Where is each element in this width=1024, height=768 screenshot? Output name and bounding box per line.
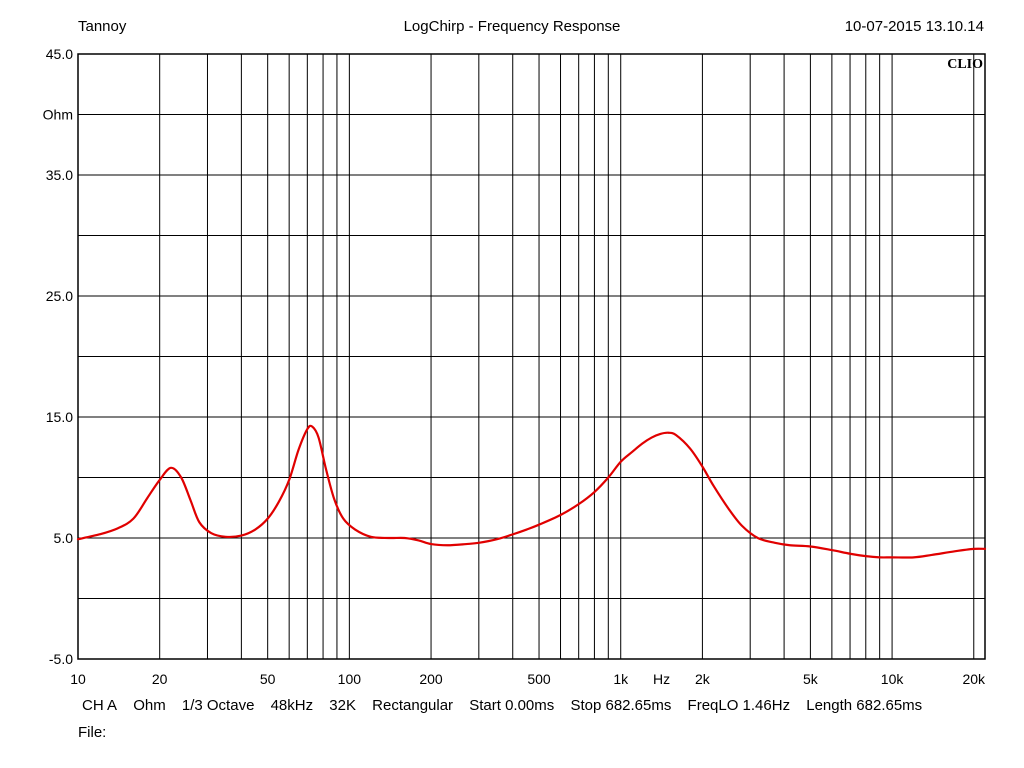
footer-fft-size: 32K xyxy=(329,697,356,714)
header-left-label: Tannoy xyxy=(78,18,127,35)
y-axis-label: Ohm xyxy=(43,107,73,123)
x-tick-label: 100 xyxy=(338,671,362,687)
x-tick-label: 5k xyxy=(803,671,819,687)
y-tick-label: 45.0 xyxy=(46,46,73,62)
chart-title: LogChirp - Frequency Response xyxy=(403,18,621,35)
y-tick-label: 25.0 xyxy=(46,288,73,304)
x-tick-label: 10 xyxy=(70,671,86,687)
x-tick-label: 200 xyxy=(419,671,443,687)
x-tick-label: 500 xyxy=(527,671,551,687)
measurement-info-bar: CH A Ohm 1/3 Octave 48kHz 32K Rectangula… xyxy=(82,697,934,714)
header-timestamp: 10-07-2015 13.10.14 xyxy=(844,18,984,35)
footer-freqlo: FreqLO 1.46Hz xyxy=(687,697,791,714)
x-tick-label: 10k xyxy=(881,671,905,687)
y-tick-label: -5.0 xyxy=(49,651,73,667)
x-tick-label: 1k xyxy=(613,671,629,687)
footer-stop: Stop 682.65ms xyxy=(570,697,672,714)
x-tick-label: 20k xyxy=(962,671,986,687)
footer-length: Length 682.65ms xyxy=(806,697,923,714)
footer-start: Start 0.00ms xyxy=(469,697,555,714)
footer-unit: Ohm xyxy=(133,697,166,714)
footer-sample-rate: 48kHz xyxy=(270,697,314,714)
clio-logo: CLIO xyxy=(947,57,983,72)
y-tick-label: 35.0 xyxy=(46,167,73,183)
y-tick-label: 5.0 xyxy=(54,530,74,546)
x-tick-label: 2k xyxy=(695,671,711,687)
x-tick-label: 20 xyxy=(152,671,168,687)
footer-smoothing: 1/3 Octave xyxy=(181,697,255,714)
footer-window: Rectangular xyxy=(372,697,454,714)
x-tick-label: 50 xyxy=(260,671,276,687)
footer-channel: CH A xyxy=(82,697,118,714)
plot-frame xyxy=(77,53,986,660)
x-axis-label: Hz xyxy=(653,671,670,687)
impedance-curve xyxy=(76,424,987,559)
footer-file-label: File: xyxy=(78,724,107,741)
y-tick-label: 15.0 xyxy=(46,409,73,425)
